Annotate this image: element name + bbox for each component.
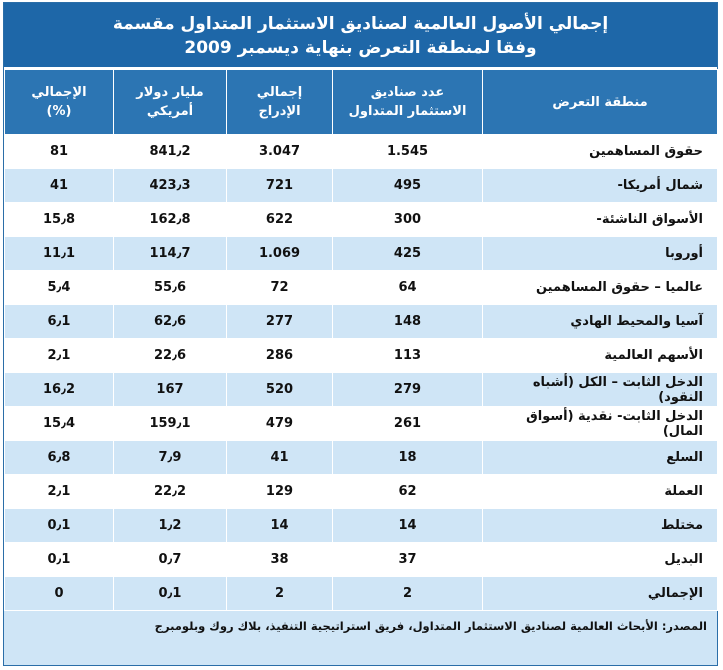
cell-usd-billion: 114٫7	[113, 236, 227, 271]
cell-total-listings: 38	[226, 542, 333, 577]
table-row: السلع 18 41 7٫9 6٫8	[4, 440, 718, 475]
cell-funds-count: 279	[332, 372, 483, 407]
cell-region: أوروبا	[482, 236, 718, 271]
cell-total-percent: 2٫1	[4, 474, 114, 509]
cell-total-percent: 15٫4	[4, 406, 114, 441]
table-row: الدخل الثابت – الكل (أشباه النقود) 279 520…	[4, 372, 718, 407]
cell-usd-billion: 22٫6	[113, 338, 227, 373]
header-funds-count: عدد صناديق الاستثمار المتداول	[332, 69, 483, 135]
cell-funds-count: 113	[332, 338, 483, 373]
cell-total-listings: 721	[226, 168, 333, 203]
cell-funds-count: 495	[332, 168, 483, 203]
table-row: العملة 62 129 22٫2 2٫1	[4, 474, 718, 509]
table-frame: إجمالي الأصول العالمية لصناديق الاستثمار…	[3, 2, 718, 666]
title-line-2: وفقا لمنطقة التعرض بنهاية ديسمبر 2009	[184, 38, 537, 58]
cell-usd-billion: 7٫9	[113, 440, 227, 475]
cell-region: الأسهم العالمية	[482, 338, 718, 373]
table-row: البديل 37 38 0٫7 0٫1	[4, 542, 718, 577]
source-note: المصدر: الأبحاث العالمية لصناديق الاستثم…	[4, 611, 717, 633]
cell-usd-billion: 0٫7	[113, 542, 227, 577]
cell-total-listings: 277	[226, 304, 333, 339]
cell-total-percent: 41	[4, 168, 114, 203]
cell-total-percent: 16٫2	[4, 372, 114, 407]
cell-region: البديل	[482, 542, 718, 577]
cell-region: عالميا – حقوق المساهمين	[482, 270, 718, 305]
title-line-1: إجمالي الأصول العالمية لصناديق الاستثمار…	[112, 14, 609, 34]
cell-total-percent: 0	[4, 576, 114, 611]
header-total-listings: إجمالي الإدراج	[226, 69, 333, 135]
cell-total-listings: 72	[226, 270, 333, 305]
cell-usd-billion: 159٫1	[113, 406, 227, 441]
table-row: الأسواق الناشئة- 300 622 162٫8 15٫8	[4, 202, 718, 237]
cell-funds-count: 1.545	[332, 134, 483, 169]
cell-funds-count: 64	[332, 270, 483, 305]
cell-total-listings: 41	[226, 440, 333, 475]
cell-usd-billion: 55٫6	[113, 270, 227, 305]
cell-funds-count: 300	[332, 202, 483, 237]
cell-region: الدخل الثابت- نقدية (أسواق المال)	[482, 406, 718, 441]
cell-usd-billion: 167	[113, 372, 227, 407]
cell-funds-count: 2	[332, 576, 483, 611]
cell-total-percent: 0٫1	[4, 542, 114, 577]
cell-funds-count: 62	[332, 474, 483, 509]
table-row: مختلط 14 14 1٫2 0٫1	[4, 508, 718, 543]
cell-total-listings: 14	[226, 508, 333, 543]
cell-usd-billion: 22٫2	[113, 474, 227, 509]
cell-usd-billion: 162٫8	[113, 202, 227, 237]
table-row: أوروبا 425 1.069 114٫7 11٫1	[4, 236, 718, 271]
table-row: شمال أمريكا- 495 721 423٫3 41	[4, 168, 718, 203]
cell-usd-billion: 841٫2	[113, 134, 227, 169]
cell-total-percent: 5٫4	[4, 270, 114, 305]
cell-total-percent: 6٫1	[4, 304, 114, 339]
cell-funds-count: 14	[332, 508, 483, 543]
cell-total-listings: 1.069	[226, 236, 333, 271]
table-row: الأسهم العالمية 113 286 22٫6 2٫1	[4, 338, 718, 373]
table-row: الدخل الثابت- نقدية (أسواق المال) 261 479 1…	[4, 406, 718, 441]
cell-total-listings: 2	[226, 576, 333, 611]
cell-total-listings: 520	[226, 372, 333, 407]
cell-total-percent: 81	[4, 134, 114, 169]
cell-total-percent: 11٫1	[4, 236, 114, 271]
cell-funds-count: 148	[332, 304, 483, 339]
cell-total-percent: 2٫1	[4, 338, 114, 373]
cell-region: العملة	[482, 474, 718, 509]
header-row: منطقة التعرض عدد صناديق الاستثمار المتدا…	[4, 69, 718, 135]
cell-funds-count: 37	[332, 542, 483, 577]
cell-region: آسيا والمحيط الهادي	[482, 304, 718, 339]
cell-funds-count: 261	[332, 406, 483, 441]
table-row: الإجمالي 2 2 0٫1 0	[4, 576, 718, 611]
table-row: حقوق المساهمين 1.545 3.047 841٫2 81	[4, 134, 718, 169]
cell-total-percent: 6٫8	[4, 440, 114, 475]
cell-funds-count: 425	[332, 236, 483, 271]
table-row: آسيا والمحيط الهادي 148 277 62٫6 6٫1	[4, 304, 718, 339]
cell-usd-billion: 423٫3	[113, 168, 227, 203]
header-total-percent: الإجمالي (%)	[4, 69, 114, 135]
cell-region: الإجمالي	[482, 576, 718, 611]
cell-usd-billion: 1٫2	[113, 508, 227, 543]
etf-assets-table: منطقة التعرض عدد صناديق الاستثمار المتدا…	[4, 69, 718, 611]
header-region: منطقة التعرض	[482, 69, 718, 135]
cell-funds-count: 18	[332, 440, 483, 475]
header-usd-billion: مليار دولار أمريكي	[113, 69, 227, 135]
cell-region: الأسواق الناشئة-	[482, 202, 718, 237]
cell-total-listings: 3.047	[226, 134, 333, 169]
cell-region: السلع	[482, 440, 718, 475]
table-row: عالميا – حقوق المساهمين 64 72 55٫6 5٫4	[4, 270, 718, 305]
cell-total-listings: 479	[226, 406, 333, 441]
cell-total-percent: 15٫8	[4, 202, 114, 237]
cell-region: حقوق المساهمين	[482, 134, 718, 169]
cell-usd-billion: 0٫1	[113, 576, 227, 611]
table-title: إجمالي الأصول العالمية لصناديق الاستثمار…	[4, 3, 717, 69]
cell-region: الدخل الثابت – الكل (أشباه النقود)	[482, 372, 718, 407]
cell-usd-billion: 62٫6	[113, 304, 227, 339]
cell-total-listings: 286	[226, 338, 333, 373]
cell-total-listings: 129	[226, 474, 333, 509]
cell-total-percent: 0٫1	[4, 508, 114, 543]
cell-region: مختلط	[482, 508, 718, 543]
cell-total-listings: 622	[226, 202, 333, 237]
cell-region: شمال أمريكا-	[482, 168, 718, 203]
